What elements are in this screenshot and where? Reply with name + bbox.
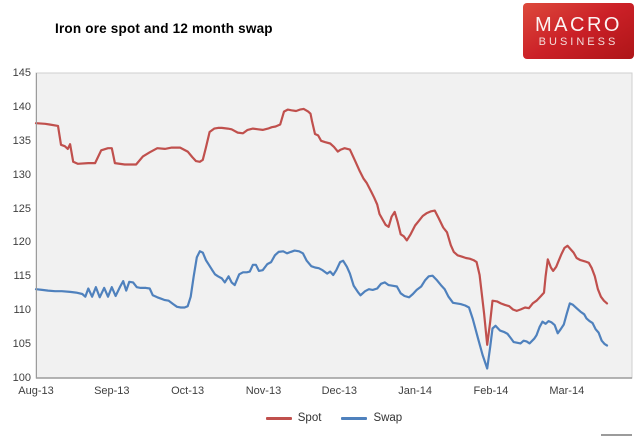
legend-item-spot: Spot <box>265 412 322 424</box>
legend-swatch-swap <box>341 416 368 420</box>
logo-text-business: BUSINESS <box>538 35 619 48</box>
x-tick-label: Feb-14 <box>473 385 509 397</box>
x-tick-label: Oct-13 <box>171 385 205 397</box>
legend-swatch-spot <box>265 416 292 420</box>
series-line-spot <box>34 107 609 346</box>
legend-item-swap: Swap <box>341 412 402 424</box>
legend: Spot Swap <box>36 412 632 424</box>
chart-title: Iron ore spot and 12 month swap <box>55 21 273 36</box>
y-tick-label: 115 <box>13 270 31 283</box>
y-tick-label: 130 <box>12 168 31 181</box>
x-tick-label: Dec-13 <box>321 385 358 397</box>
y-tick-label: 100 <box>12 372 31 384</box>
x-tick-label: Aug-13 <box>18 385 54 397</box>
legend-label: Swap <box>373 412 403 424</box>
x-tick-label: Nov-13 <box>245 385 282 397</box>
logo-text-macro: MACRO <box>535 13 622 36</box>
series-line-swap <box>34 249 609 370</box>
x-tick-label: Jan-14 <box>398 385 432 397</box>
y-tick-label: 145 <box>12 67 31 79</box>
y-tick-label: 120 <box>12 236 31 249</box>
y-tick-label: 140 <box>12 100 31 113</box>
y-tick-label: 135 <box>12 134 31 147</box>
y-tick-label: 110 <box>13 304 31 317</box>
y-tick-label: 125 <box>12 202 31 215</box>
legend-label: Spot <box>297 412 322 424</box>
x-tick-label: Mar-14 <box>549 385 585 397</box>
x-tick-label: Sep-13 <box>94 385 130 397</box>
macrobusiness-logo: MACRO BUSINESS <box>523 3 634 59</box>
plot-background <box>35 72 633 379</box>
series-lines <box>34 107 609 370</box>
y-tick-label: 105 <box>12 338 31 351</box>
bottom-right-scrollbar-fragment <box>601 434 632 436</box>
